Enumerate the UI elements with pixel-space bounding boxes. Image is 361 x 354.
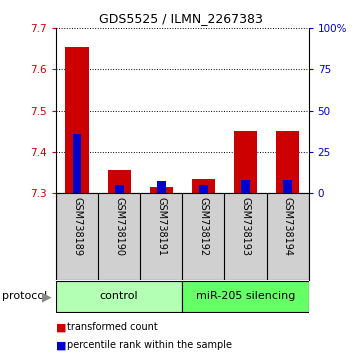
Bar [182,281,309,312]
Bar [199,185,208,193]
Text: ■: ■ [56,322,66,332]
Bar [65,47,88,193]
Bar [276,131,299,193]
Text: GSM738191: GSM738191 [156,197,166,256]
Text: miR-205 silencing: miR-205 silencing [196,291,295,302]
Bar [115,185,123,193]
Bar [234,131,257,193]
Text: GDS5525 / ILMN_2267383: GDS5525 / ILMN_2267383 [99,12,262,25]
Text: protocol: protocol [2,291,47,302]
Bar [157,181,166,193]
Text: GSM738189: GSM738189 [72,197,82,256]
Text: transformed count: transformed count [67,322,157,332]
Text: ▶: ▶ [42,290,52,303]
Bar [241,180,250,193]
Bar [150,187,173,193]
Bar [108,170,131,193]
Text: GSM738193: GSM738193 [240,197,251,256]
Bar [56,281,182,312]
Text: percentile rank within the sample: percentile rank within the sample [67,340,232,350]
Bar [192,178,215,193]
Text: GSM738190: GSM738190 [114,197,124,256]
Text: control: control [100,291,138,302]
Text: GSM738194: GSM738194 [283,197,293,256]
Text: GSM738192: GSM738192 [198,197,208,256]
Bar [283,180,292,193]
Bar [73,134,82,193]
Text: ■: ■ [56,340,66,350]
